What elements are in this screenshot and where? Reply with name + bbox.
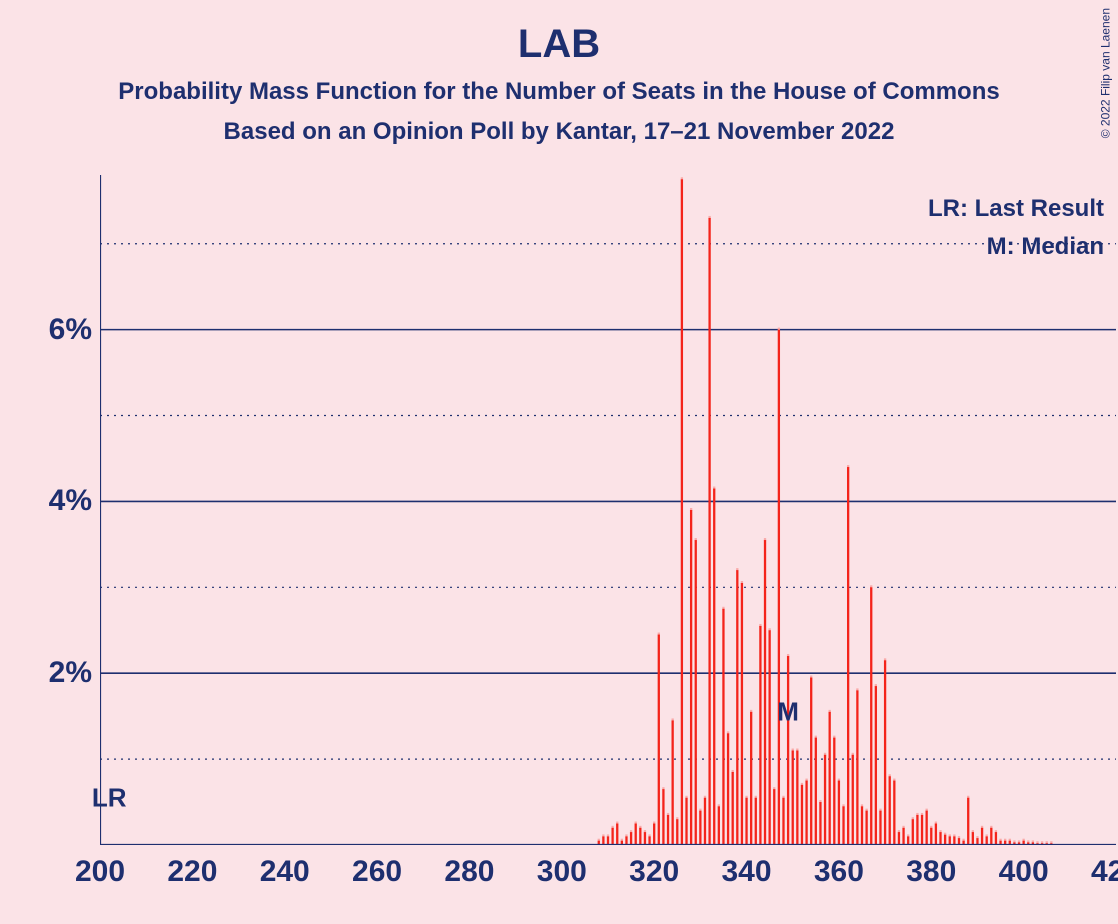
x-tick-label: 220: [167, 845, 217, 889]
x-tick-label: 320: [629, 845, 679, 889]
y-tick-label: 2%: [49, 656, 100, 690]
chart-annotation: M: [777, 696, 799, 727]
y-tick-label: 4%: [49, 484, 100, 518]
legend-item: LR: Last Result: [928, 195, 1104, 223]
chart-subtitle-1: Probability Mass Function for the Number…: [0, 78, 1118, 106]
chart-subtitle-2: Based on an Opinion Poll by Kantar, 17–2…: [0, 118, 1118, 146]
x-tick-label: 380: [906, 845, 956, 889]
x-tick-label: 400: [999, 845, 1049, 889]
chart-title: LAB: [0, 22, 1118, 67]
x-tick-label: 200: [75, 845, 125, 889]
x-tick-label: 260: [352, 845, 402, 889]
chart-area: 2%4%6%2002202402602803003203403603804004…: [100, 175, 1116, 845]
x-tick-label: 360: [814, 845, 864, 889]
x-tick-label: 340: [722, 845, 772, 889]
copyright-text: © 2022 Filip van Laenen: [1098, 8, 1112, 138]
legend-item: M: Median: [987, 233, 1104, 261]
y-tick-label: 6%: [49, 313, 100, 347]
x-tick-label: 280: [444, 845, 494, 889]
chart-svg: [100, 175, 1116, 845]
x-tick-label: 240: [260, 845, 310, 889]
chart-annotation: LR: [92, 782, 127, 813]
x-tick-label: 420: [1091, 845, 1118, 889]
x-tick-label: 300: [537, 845, 587, 889]
